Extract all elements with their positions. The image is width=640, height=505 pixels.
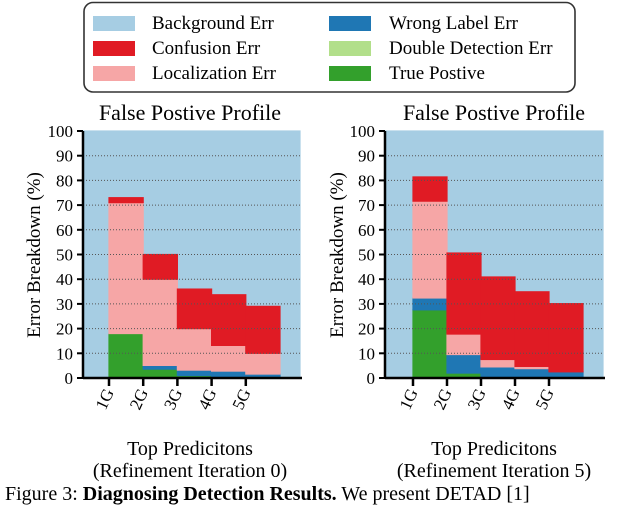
svg-text:Wrong Label Err: Wrong Label Err [389,13,519,34]
svg-text:2G: 2G [430,386,456,413]
svg-text:Error Breakdown (%): Error Breakdown (%) [24,172,45,338]
svg-text:90: 90 [358,147,375,166]
svg-text:80: 80 [358,171,375,190]
svg-text:(Refinement Iteration 0): (Refinement Iteration 0) [93,460,287,482]
svg-text:3G: 3G [160,386,186,413]
svg-text:40: 40 [358,270,375,289]
svg-text:Top Predicitons: Top Predicitons [127,438,253,460]
svg-text:0: 0 [367,369,376,388]
svg-text:10: 10 [56,344,73,363]
svg-text:Figure 3: Diagnosing Detection: Figure 3: Diagnosing Detection Results. … [5,483,530,505]
svg-text:4G: 4G [194,386,220,413]
svg-text:Top Predicitons: Top Predicitons [431,438,557,460]
svg-text:60: 60 [358,221,375,240]
svg-text:3G: 3G [464,386,490,413]
svg-text:30: 30 [358,295,375,314]
svg-text:1G: 1G [396,386,422,413]
svg-text:80: 80 [56,171,73,190]
svg-text:20: 20 [56,320,73,339]
svg-text:(Refinement Iteration 5): (Refinement Iteration 5) [397,460,591,482]
svg-text:10: 10 [358,344,375,363]
svg-text:0: 0 [65,369,74,388]
svg-text:90: 90 [56,147,73,166]
svg-text:100: 100 [350,122,376,141]
svg-text:50: 50 [358,246,375,265]
svg-text:60: 60 [56,221,73,240]
svg-text:70: 70 [56,196,73,215]
svg-text:20: 20 [358,320,375,339]
svg-text:5G: 5G [229,386,255,413]
svg-text:False Postive Profile: False Postive Profile [99,100,281,125]
svg-text:100: 100 [48,122,74,141]
svg-text:4G: 4G [498,386,524,413]
svg-text:Localization Err: Localization Err [152,63,277,84]
svg-text:40: 40 [56,270,73,289]
svg-text:True Postive: True Postive [389,63,485,84]
svg-text:Background Err: Background Err [152,13,275,34]
svg-text:Confusion Err: Confusion Err [152,38,261,59]
svg-text:5G: 5G [532,386,558,413]
svg-text:Error Breakdown (%): Error Breakdown (%) [327,172,348,338]
svg-text:50: 50 [56,246,73,265]
svg-text:2G: 2G [126,386,152,413]
svg-text:70: 70 [358,196,375,215]
svg-text:30: 30 [56,295,73,314]
svg-text:Double Detection Err: Double Detection Err [389,38,553,59]
svg-text:1G: 1G [92,386,118,413]
svg-text:False Postive Profile: False Postive Profile [403,100,585,125]
